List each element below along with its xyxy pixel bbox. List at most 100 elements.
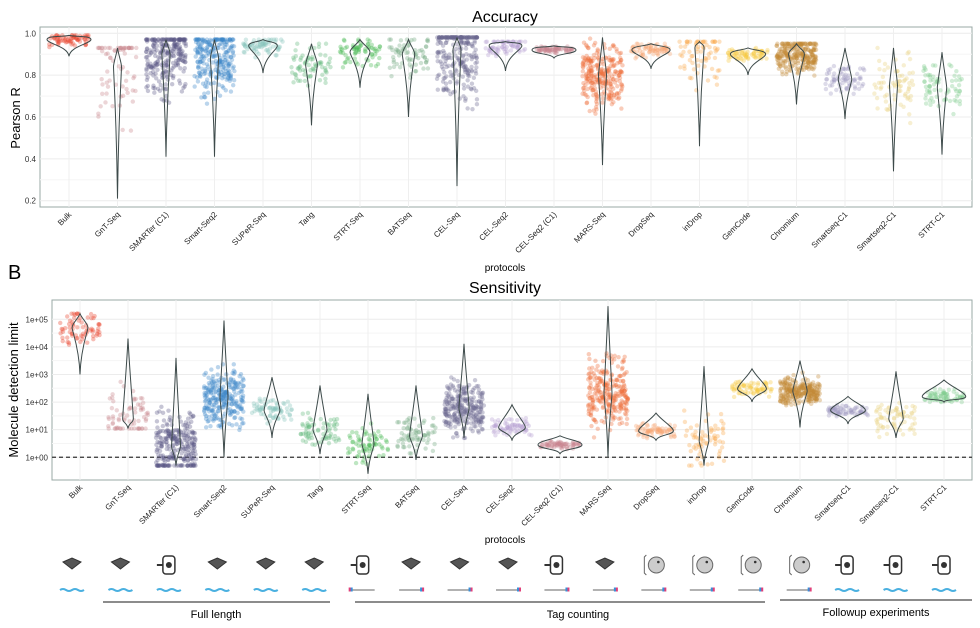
data-point — [583, 82, 588, 88]
data-point — [949, 78, 955, 84]
data-point — [444, 37, 450, 43]
data-point — [443, 40, 449, 46]
data-point — [613, 69, 618, 74]
droplet-cell — [657, 560, 660, 564]
data-point — [449, 35, 454, 40]
data-point — [923, 96, 928, 101]
data-point — [75, 37, 80, 42]
data-point — [59, 326, 64, 332]
data-point — [152, 37, 157, 42]
data-point — [439, 35, 445, 40]
data-point — [205, 44, 210, 49]
data-point — [177, 81, 183, 86]
data-point — [882, 415, 887, 421]
data-point — [458, 35, 463, 40]
data-point — [163, 82, 168, 87]
data-point — [928, 78, 933, 83]
data-point — [587, 63, 593, 68]
data-point — [606, 67, 612, 73]
x-tick-label: SUPeR-Seq — [230, 210, 267, 247]
data-point — [782, 49, 787, 54]
data-point — [456, 35, 462, 40]
data-point — [461, 414, 467, 420]
data-point — [907, 112, 912, 117]
data-point — [445, 35, 450, 40]
data-point — [201, 37, 206, 42]
data-point — [689, 463, 694, 468]
data-point — [196, 37, 201, 42]
data-point — [193, 37, 198, 42]
data-point — [228, 376, 234, 381]
data-point — [117, 47, 123, 52]
data-point — [170, 60, 176, 66]
data-point — [591, 43, 597, 48]
data-point — [131, 75, 136, 81]
data-point — [938, 88, 943, 93]
data-point — [203, 68, 208, 74]
sensitivity-title: Sensitivity — [469, 280, 541, 297]
data-point — [457, 96, 462, 101]
data-point — [183, 426, 188, 432]
data-point — [194, 75, 200, 80]
data-point — [823, 81, 828, 87]
data-point — [165, 57, 171, 62]
data-point — [695, 457, 700, 462]
data-point — [845, 75, 851, 81]
data-point — [393, 47, 399, 52]
data-point — [373, 46, 378, 51]
data-point — [159, 443, 164, 449]
data-point — [462, 409, 467, 414]
data-point — [337, 49, 343, 54]
data-point — [227, 37, 233, 42]
data-point — [56, 40, 62, 45]
data-point — [543, 47, 548, 53]
data-point — [441, 35, 447, 40]
data-point — [168, 46, 174, 52]
data-point — [226, 48, 231, 53]
data-point — [352, 45, 358, 50]
data-point — [154, 47, 159, 53]
data-point — [452, 35, 457, 40]
data-point — [212, 96, 217, 102]
data-point — [430, 430, 435, 435]
data-point — [176, 47, 182, 53]
data-point — [189, 419, 194, 424]
data-point — [201, 46, 206, 51]
data-point — [276, 45, 282, 50]
droplet-cell — [802, 560, 805, 564]
data-point — [128, 128, 134, 133]
data-point — [544, 46, 549, 51]
data-point — [923, 73, 928, 78]
data-point — [228, 54, 234, 60]
data-point — [168, 37, 173, 42]
data-point — [461, 94, 466, 99]
data-point — [592, 82, 597, 87]
data-point — [905, 413, 910, 419]
data-point — [60, 38, 65, 43]
data-point — [352, 51, 358, 56]
data-point — [145, 61, 150, 67]
data-point — [395, 420, 400, 425]
y-tick-label: 1e+02 — [26, 398, 49, 407]
plate-shape — [498, 557, 518, 570]
data-point — [720, 425, 726, 431]
data-point — [193, 37, 198, 42]
x-tick-label: Smartseq2-C1 — [855, 210, 898, 253]
data-point — [82, 37, 87, 42]
data-point — [144, 46, 150, 52]
data-point — [788, 399, 793, 404]
data-point — [298, 55, 304, 60]
data-point — [212, 52, 217, 57]
full-length-read — [156, 588, 182, 592]
data-point — [164, 421, 169, 426]
data-point — [900, 432, 906, 437]
data-point — [442, 35, 448, 40]
data-point — [907, 70, 912, 76]
data-point — [459, 39, 464, 44]
data-point — [834, 87, 839, 93]
data-point — [171, 49, 177, 55]
tag-read-icon — [641, 587, 667, 592]
data-point — [928, 102, 933, 108]
x-tick-label: Smart-Seq2 — [192, 483, 229, 520]
sensitivity-ylabel: Molecule detection limit — [6, 322, 21, 458]
